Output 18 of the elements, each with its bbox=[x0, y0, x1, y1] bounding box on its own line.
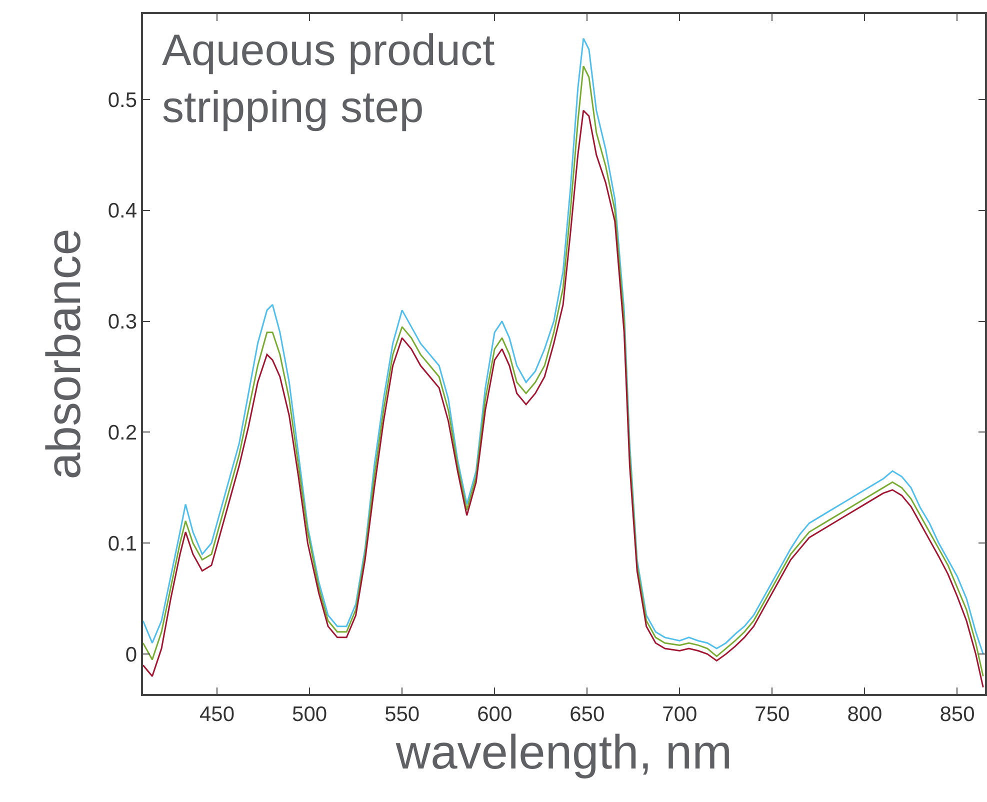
y-tick-label: 0.1 bbox=[108, 532, 138, 556]
y-tick-label: 0.3 bbox=[108, 310, 138, 334]
y-tick-label: 0.5 bbox=[108, 88, 138, 112]
x-tick-label: 800 bbox=[847, 702, 882, 726]
x-tick-label: 700 bbox=[662, 702, 698, 726]
x-tick-label: 850 bbox=[940, 702, 975, 726]
y-tick-label: 0.4 bbox=[108, 200, 138, 223]
y-axis-title: absorbance bbox=[38, 228, 92, 480]
annotation: Aqueous product stripping step bbox=[162, 26, 495, 132]
x-tick-label: 550 bbox=[384, 702, 420, 726]
y-tick-label: 0 bbox=[125, 643, 138, 666]
x-axis-title: wavelength, nm bbox=[394, 726, 732, 780]
x-tick-label: 450 bbox=[199, 702, 235, 726]
x-tick-label: 650 bbox=[570, 702, 605, 726]
x-tick-label: 600 bbox=[477, 702, 512, 726]
x-tick-label: 750 bbox=[754, 702, 790, 726]
x-tick-label: 500 bbox=[292, 702, 328, 726]
y-tick-label: 0.2 bbox=[108, 422, 138, 445]
